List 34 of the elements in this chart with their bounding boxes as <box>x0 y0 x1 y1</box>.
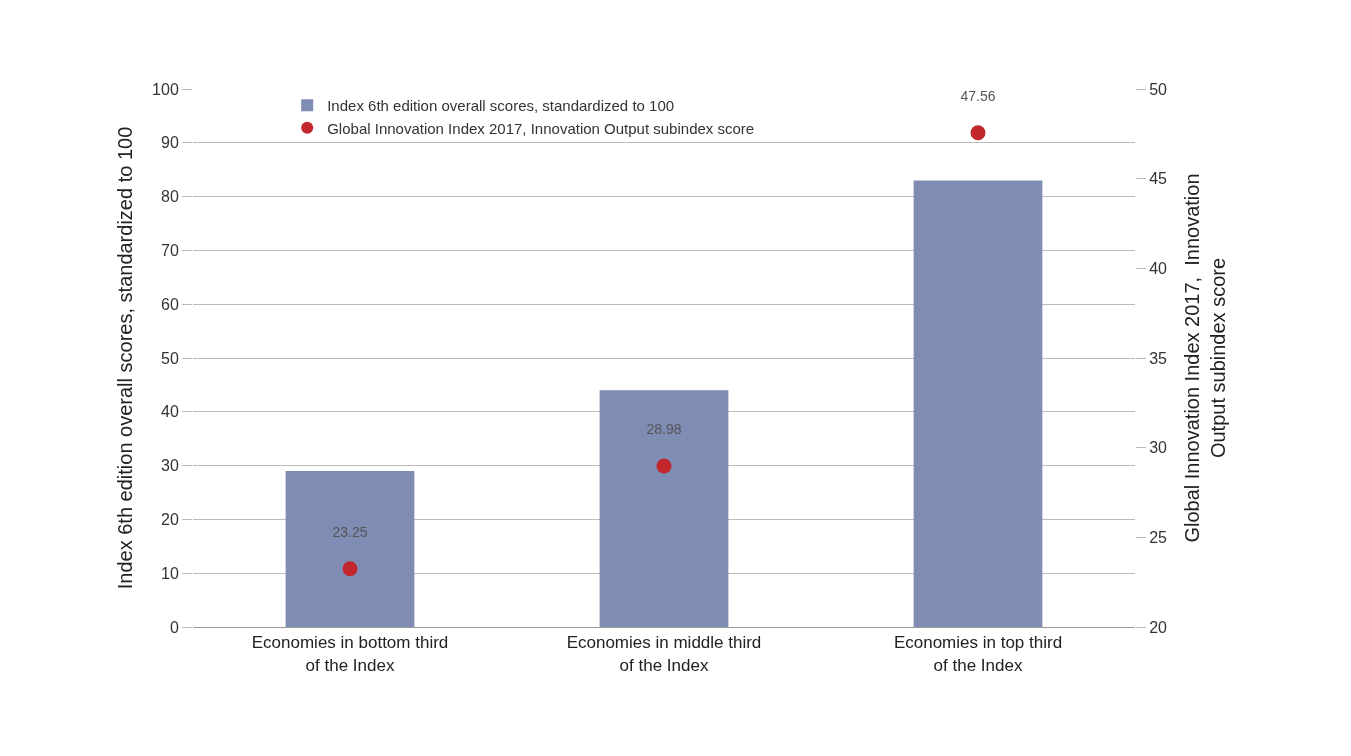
y-axis-title: Index 6th edition overall scores, standardized to 100 <box>113 126 136 590</box>
point <box>656 458 672 474</box>
point <box>970 125 986 141</box>
y2-tick-label: 20 <box>1149 618 1168 636</box>
y-tick-label: 90 <box>161 134 179 152</box>
y2-tick-label: 35 <box>1149 349 1168 367</box>
y-tick-label: 30 <box>161 457 179 475</box>
bar <box>913 180 1043 627</box>
y2-tick-label: 25 <box>1149 528 1168 546</box>
y-tick-label: 10 <box>161 564 179 582</box>
y2-axis-title: Global Innovation Index 2017, Innovation Output subindex score <box>1180 173 1229 543</box>
point <box>342 561 358 577</box>
bar <box>599 390 729 627</box>
x-tick-label: Economies in top third of the Index <box>893 633 1063 675</box>
x-tick-label: Economies in bottom third of the Index <box>251 633 449 675</box>
bar <box>285 470 415 627</box>
x-tick-label: Economies in middle third of the Index <box>566 633 762 675</box>
y-tick-label: 20 <box>161 511 179 528</box>
y-tick-label: 40 <box>161 403 179 421</box>
data-label: 23.25 <box>332 523 368 540</box>
data-label: 28.98 <box>646 420 682 437</box>
legend-label: Index 6th edition overall scores, standardized to 100 <box>327 97 675 115</box>
y2-tick-label: 40 <box>1149 259 1168 277</box>
legend-label: Global Innovation Index 2017, Innovation Output subindex score <box>327 119 755 137</box>
y-tick-label: 0 <box>169 618 179 636</box>
y-tick-label: 50 <box>161 349 179 367</box>
y2-tick-label: 50 <box>1149 80 1168 98</box>
y2-tick-label: 30 <box>1149 439 1168 457</box>
y-tick-label: 80 <box>161 188 179 206</box>
y-tick-label: 100 <box>152 80 179 98</box>
y-tick-label: 60 <box>161 295 179 313</box>
y2-tick-label: 45 <box>1149 170 1168 188</box>
data-label: 47.56 <box>960 87 996 104</box>
y-tick-label: 70 <box>161 242 179 259</box>
